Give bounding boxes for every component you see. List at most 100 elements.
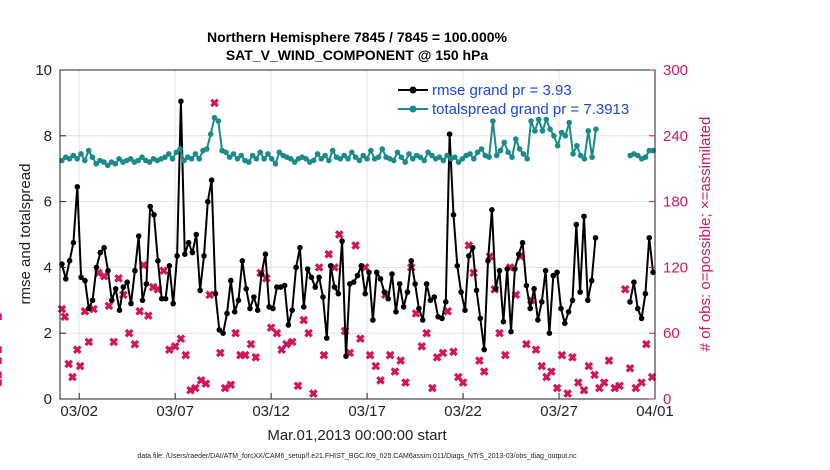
point-spread xyxy=(543,116,550,123)
obs-marker xyxy=(396,356,406,365)
obs-marker xyxy=(299,315,309,325)
point-spread xyxy=(425,149,431,156)
obs-marker xyxy=(176,334,186,344)
point-spread xyxy=(478,146,485,152)
obs-marker xyxy=(99,271,109,281)
x-tick-label: 03/17 xyxy=(348,403,386,420)
y2-tick-label: 240 xyxy=(663,128,688,145)
point-rmse xyxy=(512,266,518,272)
point-spread xyxy=(234,156,241,162)
point-spread xyxy=(532,128,538,134)
point-spread xyxy=(211,114,218,121)
point-rmse xyxy=(389,271,395,277)
footer-filename: data file: /Users/raeder/DAI/ATM_forcXX/… xyxy=(137,453,577,460)
obs-marker xyxy=(210,98,219,108)
point-rmse xyxy=(523,282,530,289)
obs-marker xyxy=(438,348,448,358)
point-rmse xyxy=(155,258,161,264)
obs-marker xyxy=(411,309,421,318)
legend-rmse-label: rmse grand pr = 3.93 xyxy=(432,82,572,99)
point-rmse xyxy=(112,286,119,292)
point-rmse xyxy=(289,307,296,314)
point-rmse xyxy=(377,276,384,282)
point-rmse xyxy=(581,213,587,220)
point-rmse xyxy=(393,309,399,315)
point-spread xyxy=(253,156,260,162)
point-rmse xyxy=(201,253,207,259)
obs-markers xyxy=(0,98,657,398)
point-spread xyxy=(101,159,107,165)
point-rmse xyxy=(89,297,96,304)
point-spread xyxy=(326,157,332,164)
obs-marker xyxy=(376,376,385,385)
point-spread xyxy=(566,119,572,126)
obs-marker xyxy=(130,339,140,349)
point-spread xyxy=(288,156,294,162)
point-rmse xyxy=(109,297,115,304)
obs-marker xyxy=(610,383,620,393)
obs-marker xyxy=(309,389,318,398)
obs-marker xyxy=(220,383,230,393)
point-spread xyxy=(310,157,317,164)
point-rmse xyxy=(508,328,514,335)
legend-rmse-marker xyxy=(409,86,417,94)
obs-marker xyxy=(72,345,82,354)
point-rmse xyxy=(86,305,92,312)
point-rmse xyxy=(546,330,553,337)
point-spread xyxy=(341,152,348,159)
y2-axis-label: # of obs: o=possible; ×=assimilated xyxy=(697,117,714,352)
point-rmse xyxy=(193,231,200,238)
obs-marker xyxy=(334,230,344,239)
point-rmse xyxy=(189,249,196,256)
y-tick-label: 6 xyxy=(44,194,52,211)
obs-marker xyxy=(428,383,437,393)
x-tick-label: 03/27 xyxy=(540,403,578,420)
point-rmse xyxy=(550,272,557,279)
point-rmse xyxy=(327,263,334,269)
point-spread xyxy=(398,154,405,160)
y2-tick-label: 300 xyxy=(663,62,688,79)
point-spread xyxy=(501,139,508,146)
obs-marker xyxy=(642,339,651,349)
point-spread xyxy=(337,156,344,162)
point-rmse xyxy=(362,290,369,297)
point-rmse xyxy=(450,212,457,218)
point-rmse xyxy=(166,263,173,269)
point-rmse xyxy=(427,297,434,304)
point-spread xyxy=(364,156,370,162)
point-rmse xyxy=(542,267,549,274)
x-tick-label: 03/02 xyxy=(60,403,98,420)
point-spread xyxy=(272,161,279,167)
point-spread xyxy=(215,118,222,124)
point-spread xyxy=(127,156,134,162)
point-rmse xyxy=(128,300,134,307)
obs-marker xyxy=(390,367,400,376)
obs-marker xyxy=(68,372,77,382)
point-spread xyxy=(368,147,374,154)
point-spread xyxy=(146,159,153,165)
point-rmse xyxy=(158,295,165,302)
point-rmse xyxy=(281,282,288,289)
point-rmse xyxy=(335,290,342,297)
point-rmse xyxy=(646,235,652,241)
point-spread xyxy=(444,152,450,159)
point-rmse xyxy=(500,318,507,325)
plot-area xyxy=(60,70,655,399)
point-rmse xyxy=(297,244,303,251)
point-spread xyxy=(486,154,492,160)
point-spread xyxy=(471,156,477,162)
point-rmse xyxy=(228,277,234,284)
obs-marker xyxy=(240,350,250,360)
point-rmse xyxy=(565,309,572,315)
point-rmse xyxy=(251,294,257,300)
obs-marker xyxy=(537,361,547,371)
point-rmse xyxy=(135,233,142,239)
point-spread xyxy=(360,152,367,159)
point-rmse xyxy=(473,287,480,294)
point-spread xyxy=(452,154,458,160)
point-spread xyxy=(421,157,428,164)
point-spread xyxy=(78,151,84,157)
point-rmse xyxy=(339,238,345,244)
point-spread xyxy=(505,149,512,156)
